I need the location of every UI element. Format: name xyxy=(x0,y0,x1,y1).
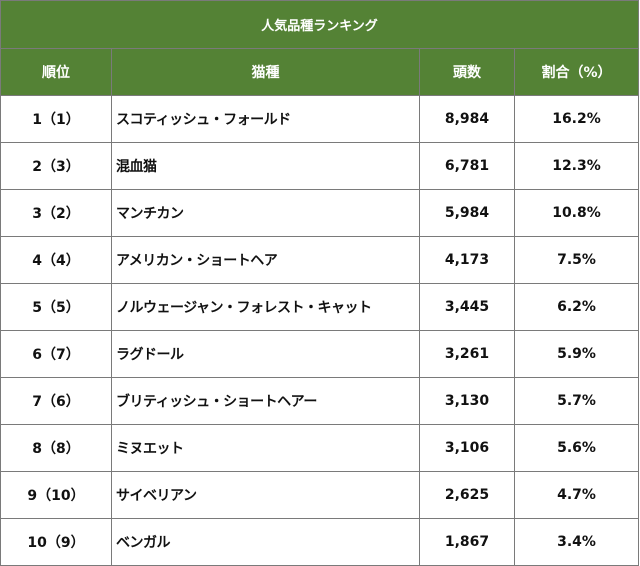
count-cell: 4,173 xyxy=(419,236,515,284)
share-cell: 16.2% xyxy=(514,95,639,143)
breed-cell: ミヌエット xyxy=(111,424,420,472)
count-cell: 5,984 xyxy=(419,189,515,237)
share-cell: 5.9% xyxy=(514,330,639,378)
rank-cell: 6（7） xyxy=(0,330,112,378)
breed-cell: アメリカン・ショートヘア xyxy=(111,236,420,284)
table-row: 5（5） ノルウェージャン・フォレスト・キャット 3,445 6.2% xyxy=(0,283,639,331)
rank-cell: 10（9） xyxy=(0,518,112,566)
rank-cell: 1（1） xyxy=(0,95,112,143)
count-cell: 6,781 xyxy=(419,142,515,190)
rank-cell: 8（8） xyxy=(0,424,112,472)
table-row: 3（2） マンチカン 5,984 10.8% xyxy=(0,189,639,237)
share-cell: 6.2% xyxy=(514,283,639,331)
table-row: 8（8） ミヌエット 3,106 5.6% xyxy=(0,424,639,472)
table-row: 10（9） ベンガル 1,867 3.4% xyxy=(0,518,639,566)
title-row: 人気品種ランキング xyxy=(0,0,639,49)
breed-cell: スコティッシュ・フォールド xyxy=(111,95,420,143)
share-cell: 4.7% xyxy=(514,471,639,519)
breed-cell: 混血猫 xyxy=(111,142,420,190)
share-cell: 5.6% xyxy=(514,424,639,472)
table-row: 4（4） アメリカン・ショートヘア 4,173 7.5% xyxy=(0,236,639,284)
column-header-count: 頭数 xyxy=(419,48,515,96)
rank-cell: 7（6） xyxy=(0,377,112,425)
count-cell: 3,106 xyxy=(419,424,515,472)
count-cell: 3,261 xyxy=(419,330,515,378)
breed-cell: ノルウェージャン・フォレスト・キャット xyxy=(111,283,420,331)
share-cell: 12.3% xyxy=(514,142,639,190)
rank-cell: 9（10） xyxy=(0,471,112,519)
column-header-rank: 順位 xyxy=(0,48,112,96)
table-row: 1（1） スコティッシュ・フォールド 8,984 16.2% xyxy=(0,95,639,143)
rank-cell: 3（2） xyxy=(0,189,112,237)
share-cell: 7.5% xyxy=(514,236,639,284)
rank-cell: 5（5） xyxy=(0,283,112,331)
rank-cell: 4（4） xyxy=(0,236,112,284)
rank-cell: 2（3） xyxy=(0,142,112,190)
table-row: 9（10） サイベリアン 2,625 4.7% xyxy=(0,471,639,519)
breed-cell: ブリティッシュ・ショートヘアー xyxy=(111,377,420,425)
count-cell: 2,625 xyxy=(419,471,515,519)
share-cell: 3.4% xyxy=(514,518,639,566)
table-row: 6（7） ラグドール 3,261 5.9% xyxy=(0,330,639,378)
table-title: 人気品種ランキング xyxy=(0,0,639,49)
header-row: 順位 猫種 頭数 割合（%） xyxy=(0,48,639,96)
column-header-breed: 猫種 xyxy=(111,48,420,96)
table-row: 7（6） ブリティッシュ・ショートヘアー 3,130 5.7% xyxy=(0,377,639,425)
table-body: 1（1） スコティッシュ・フォールド 8,984 16.2% 2（3） 混血猫 … xyxy=(0,95,639,566)
breed-cell: マンチカン xyxy=(111,189,420,237)
count-cell: 3,130 xyxy=(419,377,515,425)
share-cell: 5.7% xyxy=(514,377,639,425)
count-cell: 8,984 xyxy=(419,95,515,143)
table-row: 2（3） 混血猫 6,781 12.3% xyxy=(0,142,639,190)
share-cell: 10.8% xyxy=(514,189,639,237)
count-cell: 3,445 xyxy=(419,283,515,331)
breed-cell: ベンガル xyxy=(111,518,420,566)
column-header-share: 割合（%） xyxy=(514,48,639,96)
count-cell: 1,867 xyxy=(419,518,515,566)
breed-cell: ラグドール xyxy=(111,330,420,378)
breed-cell: サイベリアン xyxy=(111,471,420,519)
